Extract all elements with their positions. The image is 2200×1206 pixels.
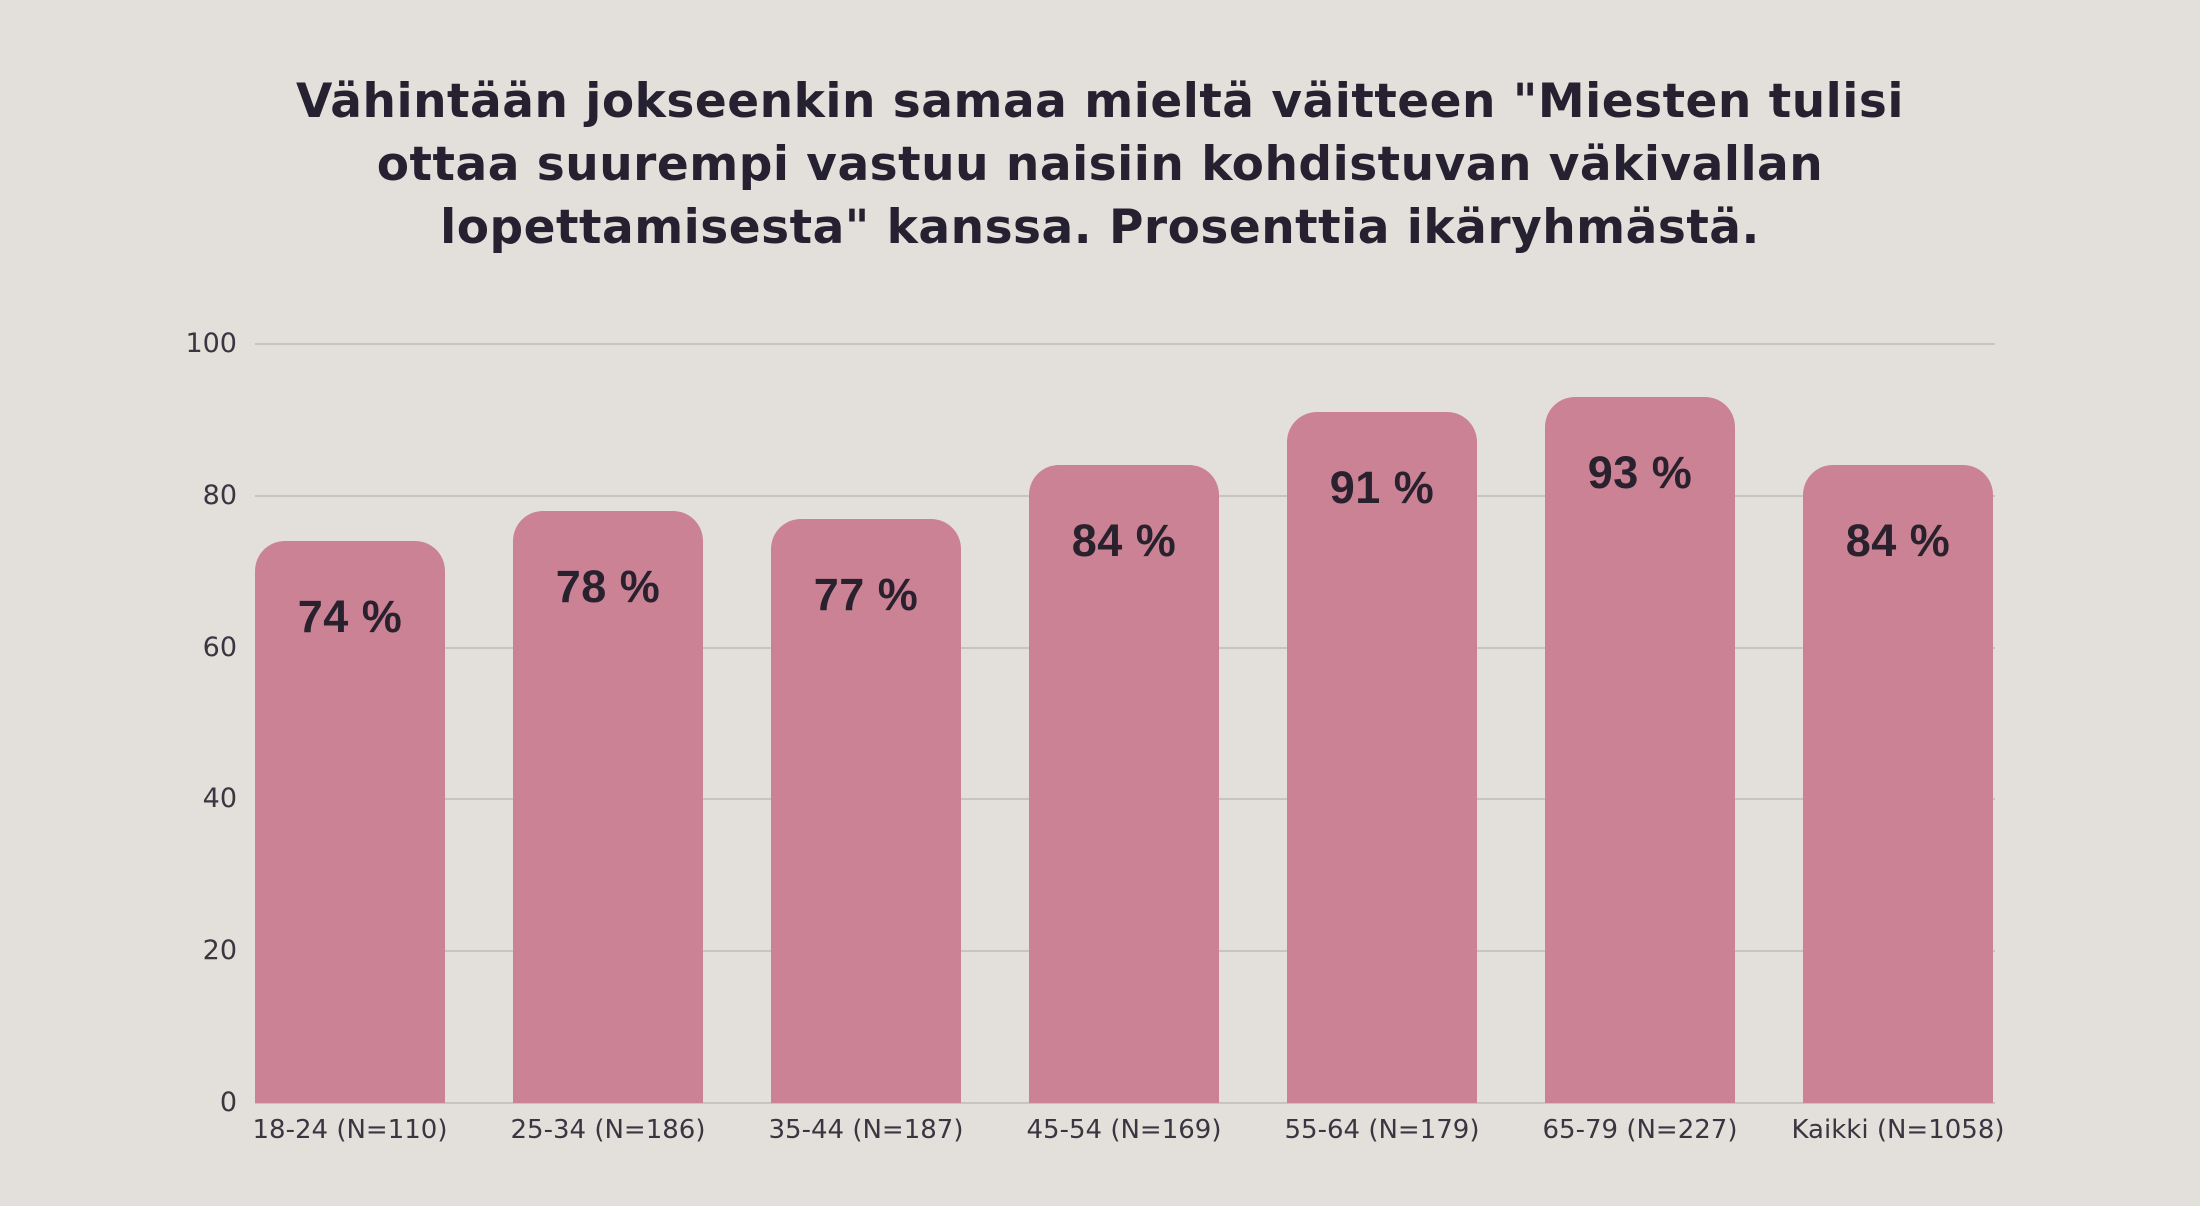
bar: 93 % bbox=[1545, 397, 1735, 1103]
x-axis-tick-label: 35-44 (N=187) bbox=[768, 1115, 964, 1145]
chart-title: Vähintään jokseenkin samaa mieltä väitte… bbox=[0, 70, 2200, 259]
bar: 77 % bbox=[771, 518, 961, 1103]
y-axis-tick-label: 20 bbox=[202, 935, 237, 967]
bar-value-label: 91 % bbox=[1329, 462, 1435, 514]
bar-value-label: 84 % bbox=[1071, 515, 1177, 567]
x-axis-tick-label: Kaikki (N=1058) bbox=[1791, 1115, 2005, 1145]
x-axis-tick-label: 55-64 (N=179) bbox=[1284, 1115, 1480, 1145]
bar-value-label: 74 % bbox=[297, 591, 403, 643]
y-axis-tick-label: 40 bbox=[202, 783, 237, 815]
bar: 91 % bbox=[1287, 412, 1477, 1103]
bar-value-label: 84 % bbox=[1845, 515, 1951, 567]
x-axis-tick-label: 18-24 (N=110) bbox=[252, 1115, 448, 1145]
x-axis-tick-label: 25-34 (N=186) bbox=[510, 1115, 706, 1145]
bar: 84 % bbox=[1803, 465, 1993, 1103]
x-axis-tick-label: 45-54 (N=169) bbox=[1026, 1115, 1222, 1145]
bar: 78 % bbox=[513, 510, 703, 1103]
y-axis-tick-label: 100 bbox=[185, 328, 237, 359]
gridline bbox=[255, 343, 1995, 345]
chart-title-line-2: ottaa suurempi vastuu naisiin kohdistuva… bbox=[376, 137, 1824, 192]
bar: 84 % bbox=[1029, 465, 1219, 1103]
bar-value-label: 77 % bbox=[813, 568, 919, 620]
bar-value-label: 93 % bbox=[1587, 447, 1693, 499]
y-axis-tick-label: 60 bbox=[202, 631, 237, 663]
bar-value-label: 78 % bbox=[555, 560, 661, 612]
bar: 74 % bbox=[255, 541, 445, 1103]
chart-title-line-1: Vähintään jokseenkin samaa mieltä väitte… bbox=[296, 74, 1904, 129]
plot-area: 74 % 18-24 (N=110) 78 % 25-34 (N=186) 77 % 35… bbox=[253, 343, 2005, 1145]
y-axis-tick-label: 0 bbox=[219, 1087, 237, 1118]
y-axis-tick-label: 80 bbox=[202, 479, 237, 511]
chart-title-line-3: lopettamisesta" kanssa. Prosenttia ikäry… bbox=[440, 200, 1760, 255]
x-axis-tick-label: 65-79 (N=227) bbox=[1542, 1115, 1738, 1145]
gridline bbox=[255, 1102, 1995, 1104]
